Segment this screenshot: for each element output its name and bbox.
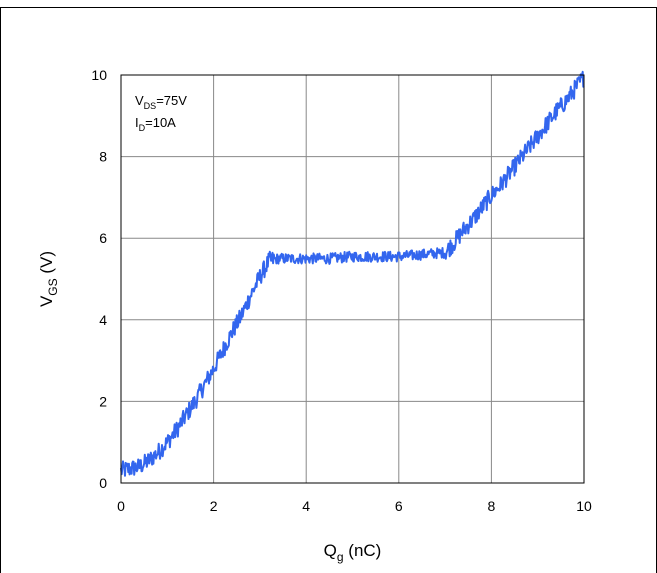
grid bbox=[120, 74, 585, 484]
series-line bbox=[120, 70, 585, 477]
x-tick-label: 8 bbox=[488, 498, 496, 514]
x-tick-label: 10 bbox=[576, 498, 592, 514]
annotation-vds: VDS=75V bbox=[135, 93, 187, 111]
frame-left-border bbox=[0, 7, 1, 573]
annotation-id: ID=10A bbox=[135, 115, 176, 133]
plot-border bbox=[120, 74, 585, 484]
y-tick-label: 6 bbox=[99, 230, 107, 246]
x-tick-label: 2 bbox=[210, 498, 218, 514]
y-tick-label: 10 bbox=[91, 67, 107, 83]
y-tick-label: 4 bbox=[99, 312, 107, 328]
x-tick-label: 0 bbox=[117, 498, 125, 514]
y-tick-labels: 0 2 4 6 8 10 bbox=[91, 67, 107, 491]
y-tick-label: 2 bbox=[99, 393, 107, 409]
x-tick-labels: 0 2 4 6 8 10 bbox=[117, 498, 592, 514]
x-tick-label: 6 bbox=[395, 498, 403, 514]
x-axis-label: Qg (nC) bbox=[324, 541, 382, 564]
y-axis-label: VGS (V) bbox=[37, 251, 60, 307]
x-tick-label: 4 bbox=[302, 498, 310, 514]
frame-top-border bbox=[0, 7, 657, 8]
series-layer bbox=[120, 70, 585, 477]
y-tick-label: 0 bbox=[99, 475, 107, 491]
y-tick-label: 8 bbox=[99, 149, 107, 165]
